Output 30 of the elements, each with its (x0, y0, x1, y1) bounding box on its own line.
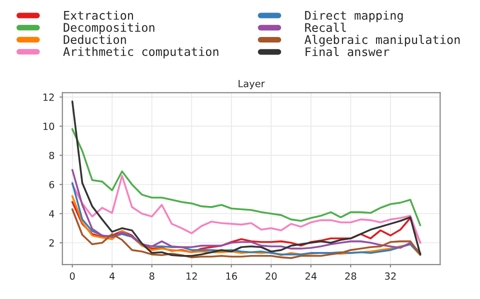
x-tick-label: 4 (109, 272, 115, 280)
line-series (71, 182, 422, 256)
line-series (71, 174, 422, 244)
x-tick-label: 20 (266, 272, 277, 280)
legend-label: Arithmetic computation (63, 46, 218, 58)
y-tick-label: 2 (49, 239, 54, 246)
x-tick-label: 16 (226, 272, 237, 280)
x-tick-label: 12 (186, 272, 197, 280)
y-tick-label: 12 (43, 94, 54, 101)
legend-label: Direct mapping (305, 10, 403, 22)
line-series (71, 100, 422, 257)
line-series (71, 128, 422, 226)
legend-label: Algebraic manipulation (304, 34, 460, 46)
x-tick-label: 0 (70, 272, 75, 280)
y-tick-label: 8 (49, 152, 54, 160)
y-tick-label: 4 (49, 210, 54, 218)
x-axis-title: Layer (238, 80, 265, 90)
line-series (71, 169, 422, 254)
legend-label: Deduction (64, 34, 126, 44)
x-tick-label: 8 (149, 272, 154, 280)
y-tick-label: 6 (49, 180, 54, 188)
x-tick-label: 28 (345, 272, 356, 280)
legend-label: Recall (305, 22, 346, 32)
legend-label: Decomposition (64, 22, 154, 34)
line-series (71, 208, 422, 259)
x-tick-label: 32 (385, 272, 396, 280)
legend-label: Extraction (64, 10, 134, 20)
legend-label: Final answer (306, 47, 390, 56)
y-tick-label: 10 (43, 122, 54, 130)
x-tick-label: 24 (305, 272, 317, 280)
